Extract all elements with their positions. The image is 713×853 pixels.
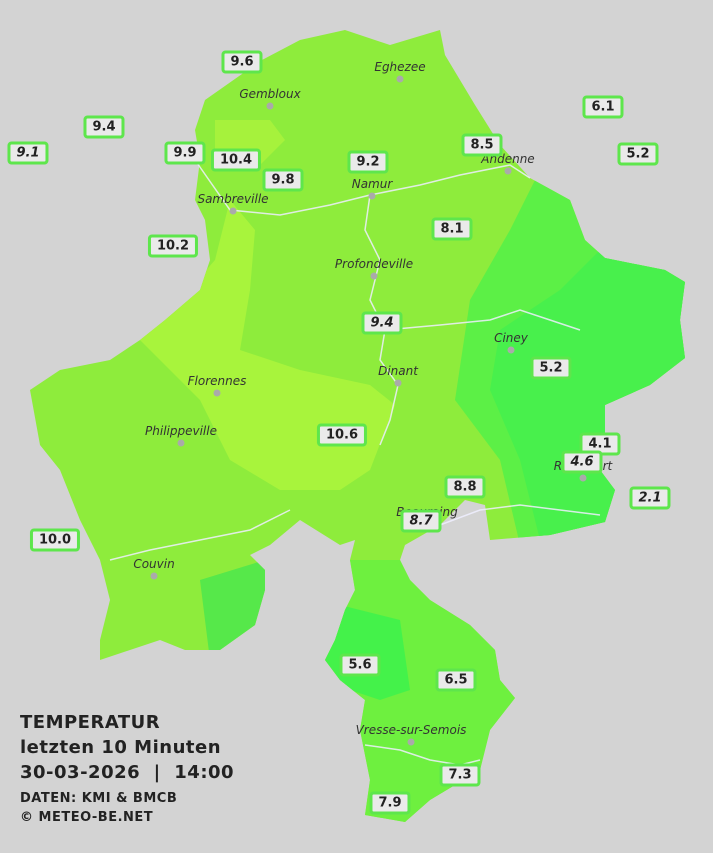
station-value: 9.2 — [347, 150, 389, 174]
station-value: 6.5 — [435, 668, 477, 692]
credit: © METEO-BE.NET — [20, 810, 154, 825]
city-dot — [368, 192, 376, 200]
station-value: 7.3 — [439, 763, 481, 787]
station-value: 9.4 — [83, 115, 125, 139]
city-dot — [396, 75, 404, 83]
timestamp: 30-03-2026 | 14:00 — [20, 762, 235, 783]
station-value: 10.2 — [147, 234, 199, 258]
city-dot — [507, 346, 515, 354]
river — [364, 744, 481, 766]
title: TEMPERATUR — [20, 712, 161, 733]
station-value: 7.9 — [369, 791, 411, 815]
station-value: 9.1 — [7, 141, 49, 165]
city-label: Vresse-sur-Semois — [356, 723, 467, 737]
zone — [320, 560, 520, 822]
city-label: Ciney — [494, 331, 529, 345]
station-value: 5.2 — [530, 356, 572, 380]
city-dot — [579, 474, 587, 482]
station-value: 9.8 — [262, 168, 304, 192]
river — [439, 504, 601, 526]
station-value: 8.8 — [444, 475, 486, 499]
city-label: Philippeville — [145, 424, 217, 438]
station-value: 8.5 — [461, 133, 503, 157]
station-value: 9.4 — [361, 311, 403, 335]
city-label: Florennes — [188, 374, 247, 388]
zone — [140, 200, 395, 490]
station-value: 10.4 — [210, 148, 262, 172]
city-dot — [266, 102, 274, 110]
city-label: Eghezee — [374, 60, 425, 74]
source: DATEN: KMI & BMCB — [20, 791, 178, 806]
station-value: 6.1 — [582, 95, 624, 119]
city-dot — [504, 167, 512, 175]
subtitle: letzten 10 Minuten — [20, 737, 222, 758]
city-label: Couvin — [133, 557, 174, 571]
city-dot — [213, 389, 221, 397]
station-value: 10.6 — [316, 423, 368, 447]
station-value: 2.1 — [629, 486, 671, 510]
city-label: Sambreville — [197, 192, 268, 206]
city-label: Dinant — [378, 364, 419, 378]
city-dot — [229, 207, 237, 215]
station-value: 5.2 — [617, 142, 659, 166]
city-dot — [370, 272, 378, 280]
city-dot — [177, 439, 185, 447]
city-dot — [407, 738, 415, 746]
station-value: 9.9 — [164, 141, 206, 165]
city-dot — [150, 572, 158, 580]
river — [109, 509, 291, 561]
station-value: 10.0 — [29, 528, 81, 552]
city-label: Profondeville — [335, 257, 413, 271]
station-value: 4.6 — [561, 450, 603, 474]
station-value: 5.6 — [339, 653, 381, 677]
city-label: Gembloux — [239, 87, 301, 101]
station-value: 8.7 — [400, 509, 442, 533]
city-dot — [394, 379, 402, 387]
station-value: 9.6 — [221, 50, 263, 74]
city-label: Namur — [352, 177, 394, 191]
river — [384, 309, 581, 331]
station-value: 8.1 — [431, 217, 473, 241]
